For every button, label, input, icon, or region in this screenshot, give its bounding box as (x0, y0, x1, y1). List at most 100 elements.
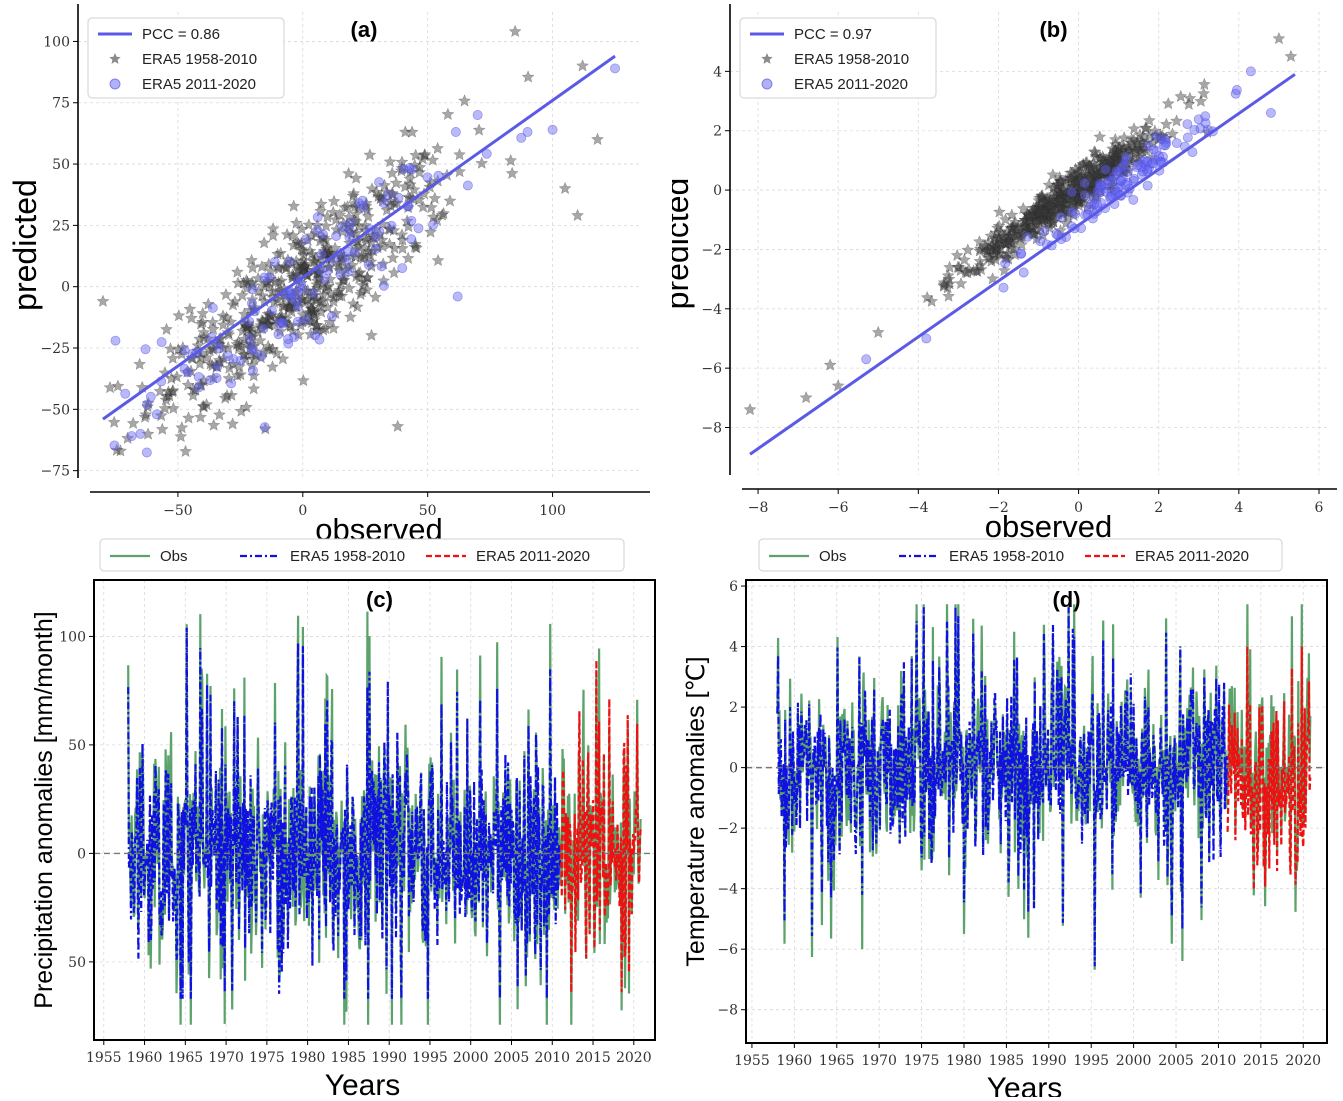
data-point-star (937, 275, 951, 289)
data-point-star (331, 285, 345, 298)
data-point-circle (1151, 131, 1162, 142)
data-point-circle (247, 284, 258, 295)
data-point-star (261, 307, 275, 320)
data-point-star (1031, 202, 1046, 216)
data-point-star (1023, 210, 1037, 223)
data-point-circle (1189, 125, 1200, 135)
data-point-star (504, 153, 518, 167)
data-point-circle (1128, 194, 1139, 205)
data-point-star (294, 318, 308, 331)
data-point-star (1089, 172, 1103, 186)
data-point-star (385, 166, 399, 179)
data-point-circle (413, 223, 424, 234)
data-point-star (286, 324, 300, 337)
data-point-star (1142, 113, 1156, 127)
data-point-star (1052, 194, 1066, 207)
data-point-star (313, 261, 327, 274)
data-point-star (1022, 209, 1036, 223)
data-point-star (349, 214, 363, 228)
data-point-star (1075, 189, 1089, 203)
data-point-star (320, 242, 334, 255)
data-point-star (1030, 200, 1044, 214)
data-point-star (395, 241, 410, 255)
data-point-star (280, 227, 294, 241)
data-point-star (219, 287, 233, 301)
data-point-star (318, 246, 332, 260)
data-point-star (1062, 192, 1077, 205)
data-point-star (319, 233, 333, 246)
data-point-star (241, 322, 255, 335)
data-point-circle (1151, 146, 1162, 157)
data-point-star (1073, 172, 1087, 185)
data-point-star (1027, 226, 1041, 240)
data-point-star (263, 306, 277, 320)
data-point-star (218, 391, 232, 404)
x-tick-label: 1995 (1073, 1053, 1109, 1069)
data-point-star (1029, 206, 1044, 219)
legend-label: ERA5 1958-2010 (949, 548, 1064, 565)
data-point-circle (274, 317, 285, 328)
data-point-star (1076, 192, 1091, 205)
data-point-star (1055, 191, 1069, 204)
data-point-circle (142, 399, 152, 410)
data-point-star (205, 358, 219, 372)
data-point-star (1044, 207, 1058, 221)
data-point-star (1077, 171, 1091, 185)
data-point-star (1117, 141, 1131, 155)
data-point-star (255, 289, 269, 302)
data-point-circle (472, 110, 483, 120)
data-point-star (1032, 200, 1046, 213)
data-point-circle (522, 127, 533, 137)
x-tick-label: 0 (298, 503, 307, 519)
data-point-star (1102, 152, 1116, 166)
data-point-star (226, 417, 240, 430)
data-point-star (1011, 228, 1025, 242)
data-point-star (296, 261, 310, 275)
data-point-star (1072, 167, 1086, 181)
data-point-star (1082, 158, 1096, 172)
data-point-star (1037, 209, 1051, 222)
series-line-era5-1958-2010 (127, 627, 562, 999)
data-point-star (306, 284, 320, 298)
data-point-star (141, 399, 155, 413)
data-point-star (255, 259, 269, 273)
data-point-circle (126, 431, 137, 442)
data-point-star (239, 319, 253, 332)
data-point-star (166, 383, 180, 397)
data-point-star (236, 324, 250, 337)
data-point-circle (406, 234, 417, 245)
data-point-star (315, 230, 329, 244)
data-point-star (333, 208, 347, 221)
data-point-star (428, 191, 442, 205)
data-point-star (196, 306, 210, 320)
data-point-star (416, 200, 430, 213)
data-point-star (1006, 221, 1020, 234)
data-point-star (994, 225, 1008, 239)
data-point-star (988, 247, 1002, 260)
data-point-circle (1070, 208, 1081, 219)
y-tick-label: 100 (43, 34, 70, 50)
data-point-star (1031, 200, 1046, 213)
data-point-star (1040, 201, 1054, 215)
y-tick-label: −4 (701, 302, 722, 318)
data-point-star (371, 189, 386, 203)
data-point-star (1123, 143, 1137, 156)
data-point-circle (312, 212, 323, 223)
data-point-star (1054, 201, 1069, 214)
data-point-star (252, 284, 266, 298)
data-point-star (324, 287, 338, 300)
data-point-star (1085, 183, 1099, 196)
panel-title: (c) (366, 587, 393, 612)
data-point-star (1030, 208, 1044, 221)
data-point-star (1041, 200, 1055, 213)
data-point-circle (331, 231, 342, 241)
data-point-star (424, 200, 438, 214)
data-point-star (364, 255, 378, 268)
data-point-star (1057, 191, 1071, 204)
data-point-star (342, 210, 356, 223)
data-point-star (283, 300, 297, 313)
panel-b: −8 −6 −4 −2 0 2 4 6 −8 −6 −4 −2 0 2 4 PCC = 0.97 ERA5 19… (659, 0, 1343, 545)
data-point-star (139, 407, 153, 421)
data-point-star (1026, 222, 1040, 235)
legend-label: Obs (160, 548, 188, 565)
